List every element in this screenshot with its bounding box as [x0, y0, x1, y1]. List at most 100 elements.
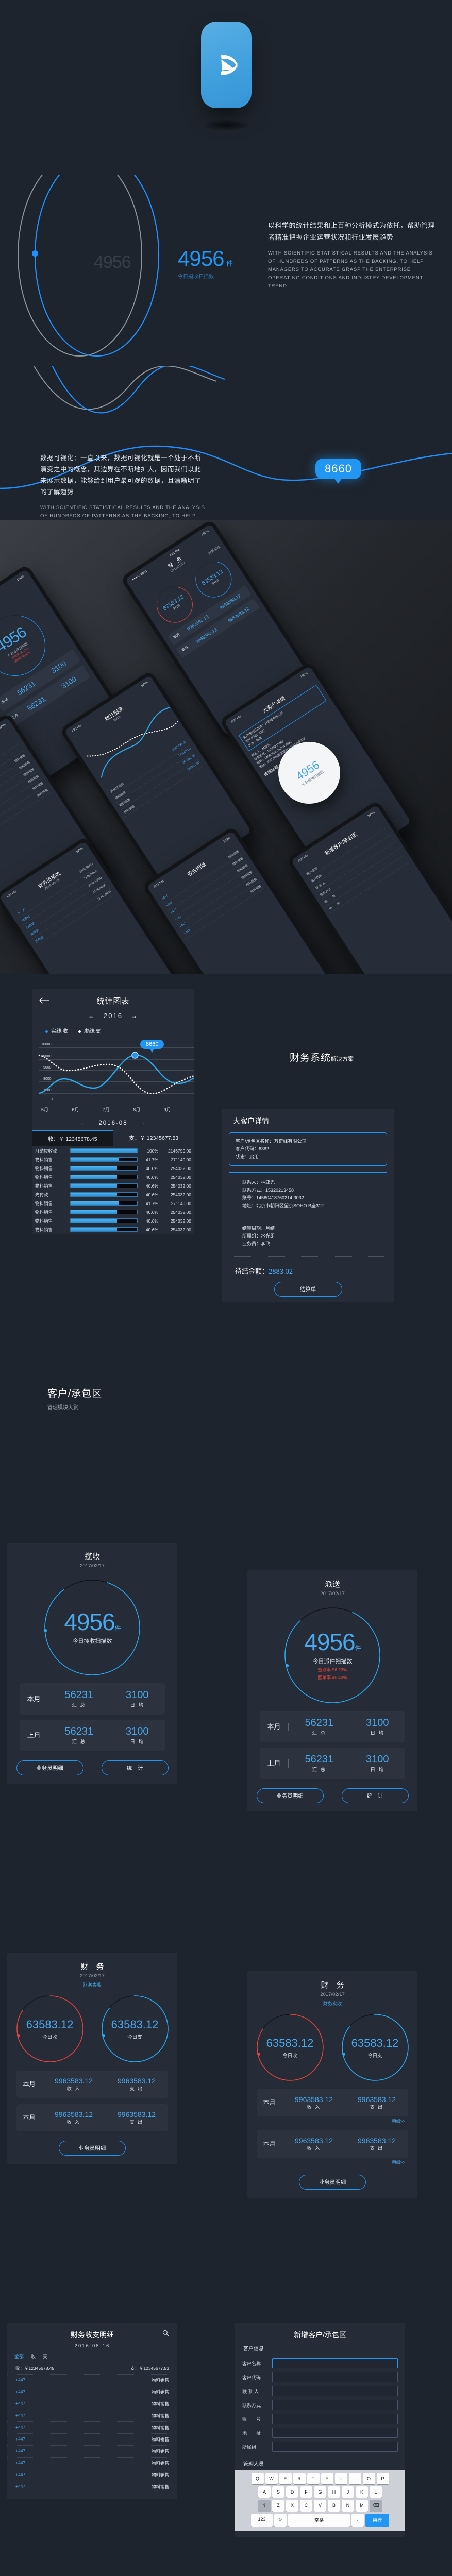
- key-U[interactable]: U: [334, 2473, 347, 2484]
- table-row[interactable]: 物料销售 40.6% 254032.00: [32, 1216, 194, 1225]
- pickup-gauge-value: 4956件: [64, 1608, 121, 1635]
- key-O[interactable]: O: [362, 2473, 375, 2484]
- settlement-button[interactable]: 结算单: [274, 1282, 342, 1297]
- month-next-button[interactable]: →: [139, 1120, 146, 1126]
- key-I[interactable]: I: [348, 2473, 361, 2484]
- list-item[interactable]: +447 物料销售: [7, 2469, 177, 2481]
- field-input[interactable]: [272, 2400, 398, 2410]
- table-row[interactable]: 物料销售 41.7% 271149.00: [32, 1199, 194, 1208]
- income-total[interactable]: 收：￥ 12345678.45: [32, 1130, 113, 1146]
- search-icon[interactable]: [162, 2330, 169, 2336]
- key-W[interactable]: W: [265, 2473, 278, 2484]
- list-item[interactable]: +447 物料销售: [7, 2398, 177, 2410]
- tab-expense[interactable]: 支: [43, 2354, 48, 2359]
- finance-detail-link[interactable]: 明细>>: [392, 2160, 405, 2165]
- pickup-detail-button[interactable]: 业务员明细: [16, 1760, 83, 1775]
- expense-total[interactable]: 支：￥ 12345677.53: [129, 1135, 179, 1141]
- key-X[interactable]: X: [286, 2500, 298, 2512]
- finance-card-expense-unit: 支 出: [370, 2146, 384, 2151]
- row-amount: +447: [15, 2377, 26, 2382]
- list-item[interactable]: +447 物料销售: [7, 2375, 177, 2386]
- list-item[interactable]: +447 物料销售: [7, 2422, 177, 2434]
- key-☺[interactable]: ☺: [274, 2514, 287, 2527]
- key-L[interactable]: L: [370, 2486, 382, 2498]
- list-item[interactable]: +447 物料销售: [7, 2446, 177, 2458]
- finance-card-expense-unit: 支 出: [129, 2086, 144, 2091]
- key-P[interactable]: P: [376, 2473, 389, 2484]
- key-J[interactable]: J: [342, 2486, 354, 2498]
- row-label: 物料销售: [151, 2413, 169, 2418]
- list-item[interactable]: +447 物料销售: [7, 2386, 177, 2398]
- year-next-button[interactable]: →: [130, 1012, 138, 1020]
- table-row[interactable]: 物料销售 40.6% 254032.00: [32, 1173, 194, 1181]
- detail-date-range[interactable]: 2016-08-16: [74, 2343, 110, 2349]
- key-.[interactable]: .: [351, 2514, 364, 2527]
- key-Y[interactable]: Y: [321, 2473, 333, 2484]
- row-amount: +447: [15, 2448, 26, 2453]
- field-input[interactable]: [272, 2372, 398, 2382]
- key-Z[interactable]: Z: [272, 2500, 284, 2512]
- delivery-detail-button[interactable]: 业务员明细: [256, 1788, 324, 1803]
- pickup-stats-button[interactable]: 统 计: [101, 1760, 169, 1775]
- finance-detail-link[interactable]: 明细>>: [392, 2119, 405, 2124]
- table-row[interactable]: 物料销售 40.6% 254032.00: [32, 1225, 194, 1234]
- on-screen-keyboard[interactable]: Q W E R T Y U I O P A S D F G H J K L ⇧ Z X C V B N M ⌫ 123 ☺ 空格. 换行: [235, 2470, 405, 2531]
- key-T[interactable]: T: [307, 2473, 320, 2484]
- customer-agent-line: 业务员：李飞: [242, 1241, 271, 1246]
- pickup-stat-label: 上月: [20, 1731, 48, 1740]
- key-B[interactable]: B: [328, 2500, 340, 2512]
- tab-all[interactable]: 全部: [14, 2354, 24, 2359]
- pickup-delivery-section: 揽收 2017/02/17 4956件 今日揽收扫描数 本月 56231 汇 总 …: [0, 1530, 452, 1942]
- month-prev-button[interactable]: ←: [80, 1120, 88, 1126]
- key-S[interactable]: S: [272, 2486, 284, 2498]
- key-C[interactable]: C: [300, 2500, 312, 2512]
- list-item[interactable]: +447 物料销售: [7, 2458, 177, 2469]
- list-item[interactable]: +447 物料销售: [7, 2434, 177, 2446]
- key-123[interactable]: 123: [251, 2514, 273, 2527]
- key-空格[interactable]: 空格: [288, 2514, 350, 2527]
- finance-right-button-row: 业务员明细: [247, 2175, 417, 2190]
- finance-right-income-gauge: 63583.12 今日收: [255, 2012, 326, 2083]
- key-⌫[interactable]: ⌫: [370, 2500, 382, 2512]
- key-K[interactable]: K: [356, 2486, 368, 2498]
- finance-right-detail-button[interactable]: 业务员明细: [299, 2175, 366, 2190]
- finance-income-gauge: 63583.12 今日收: [14, 1993, 86, 2064]
- field-input[interactable]: [272, 2358, 398, 2368]
- list-item[interactable]: +447 物料销售: [7, 2410, 177, 2422]
- delivery-stats-button[interactable]: 统 计: [341, 1788, 409, 1803]
- key-R[interactable]: R: [293, 2473, 306, 2484]
- field-input[interactable]: [272, 2414, 398, 2424]
- key-M[interactable]: M: [356, 2500, 368, 2512]
- key-F[interactable]: F: [300, 2486, 312, 2498]
- finance-right-tab[interactable]: 财务实收: [323, 2001, 342, 2006]
- table-row[interactable]: 月结应收款 100% 2146799.00: [32, 1146, 194, 1155]
- key-E[interactable]: E: [279, 2473, 292, 2484]
- key-V[interactable]: V: [314, 2500, 326, 2512]
- customer-name-line: 客户/承包区名称：万奇峰有限公司: [236, 1139, 307, 1144]
- field-input[interactable]: [272, 2386, 398, 2396]
- key-H[interactable]: H: [328, 2486, 340, 2498]
- table-row[interactable]: 物料销售 41.7% 271149.00: [32, 1155, 194, 1164]
- finance-left-tab[interactable]: 财务实收: [82, 1982, 102, 1988]
- key-⇧[interactable]: ⇧: [258, 2500, 271, 2512]
- field-input[interactable]: [272, 2442, 398, 2452]
- key-D[interactable]: D: [286, 2486, 298, 2498]
- key-A[interactable]: A: [258, 2486, 271, 2498]
- back-arrow-icon[interactable]: [39, 997, 49, 1004]
- finance-left-detail-button[interactable]: 业务员明细: [59, 2141, 126, 2156]
- table-row[interactable]: 先付款 40.6% 254032.00: [32, 1190, 194, 1199]
- key-Q[interactable]: Q: [251, 2473, 264, 2484]
- field-input[interactable]: [272, 2428, 398, 2438]
- table-row[interactable]: 物料销售 40.6% 254032.00: [32, 1208, 194, 1216]
- table-row[interactable]: 物料销售 40.6% 254032.00: [32, 1164, 194, 1173]
- key-N[interactable]: N: [342, 2500, 354, 2512]
- list-item[interactable]: +447 物料销售: [7, 2481, 177, 2493]
- delivery-sign-rate: 签收率 96.23%: [317, 1667, 347, 1672]
- key-换行[interactable]: 换行: [365, 2514, 389, 2527]
- table-row[interactable]: 物料销售 40.6% 254032.00: [32, 1181, 194, 1190]
- tab-income[interactable]: 收: [31, 2354, 36, 2359]
- row-bar: [70, 1183, 138, 1188]
- key-G[interactable]: G: [314, 2486, 326, 2498]
- year-prev-button[interactable]: ←: [88, 1012, 96, 1020]
- customer-screen-title: 大客户详情: [233, 1117, 269, 1125]
